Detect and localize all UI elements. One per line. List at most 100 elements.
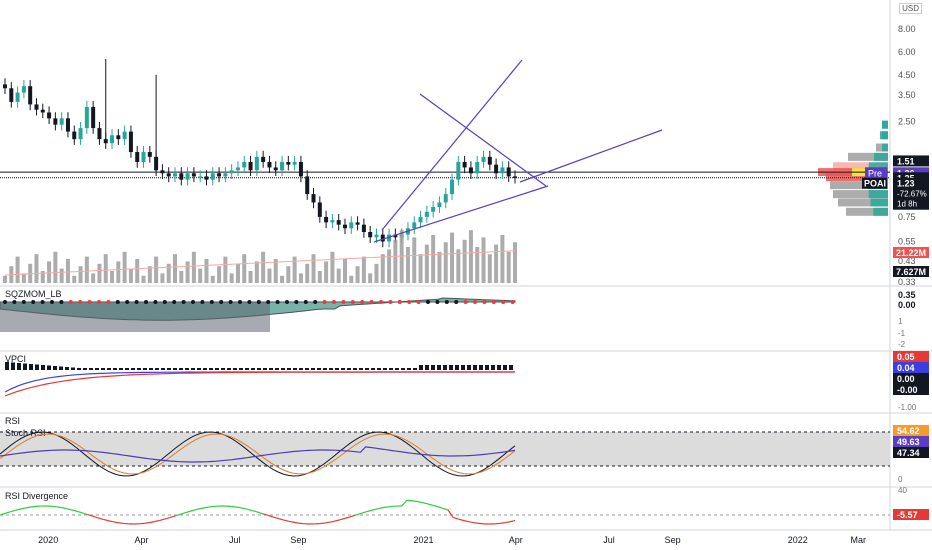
price-tick-label: 8.00	[898, 24, 916, 34]
vpci-bar	[257, 368, 261, 370]
vpci-bar	[23, 363, 27, 370]
candle-body	[40, 109, 45, 113]
volume-profile-bar-up	[873, 207, 888, 216]
volume-bar	[235, 263, 240, 283]
vpci-bar	[383, 368, 387, 370]
vpci-bar	[485, 365, 489, 370]
candle-body	[336, 220, 341, 225]
volume-bar	[78, 266, 83, 283]
vpci-bar	[353, 368, 357, 370]
trendline-upper-steep	[381, 59, 523, 231]
vpci-bar	[77, 368, 81, 370]
sqzmom-dot	[350, 300, 355, 304]
rsi-divergence-segment	[437, 506, 444, 509]
x-tick-label: 2022	[788, 535, 808, 545]
rsi-divergence-segment	[236, 506, 243, 509]
rsi-divergence-segment	[247, 508, 253, 512]
rsi-divergence-segment	[288, 520, 294, 523]
rsi-divergence-segment	[154, 519, 160, 523]
sqzmom-dot	[482, 300, 487, 304]
rsi-divergence-segment	[468, 521, 474, 524]
candle-body	[374, 234, 379, 238]
vpci-bar	[71, 367, 75, 370]
sqzmom-dot	[444, 300, 449, 304]
rsi-divergence-segment	[370, 508, 377, 512]
rsi-divergence-segment	[427, 503, 433, 506]
volume-bar	[160, 273, 165, 283]
volume-bar	[97, 263, 102, 283]
volume-bar	[179, 271, 184, 283]
candle-body	[9, 88, 14, 102]
rsi-divergence-segment	[442, 507, 449, 511]
volume-bar	[462, 239, 467, 283]
candle-body	[84, 107, 89, 129]
volume-bar	[59, 268, 64, 283]
candle-body	[437, 202, 442, 207]
candle-body	[456, 161, 461, 180]
sqzmom-dot	[275, 300, 280, 304]
sqzmom-dot	[454, 300, 459, 304]
vpci-bar	[317, 368, 321, 370]
candle-body	[273, 167, 278, 171]
sqzmom-dot	[247, 300, 252, 304]
candle-body	[204, 176, 209, 180]
volume-bar	[330, 251, 335, 283]
price-tick-label: 6.00	[898, 47, 916, 57]
vpci-bar	[107, 368, 111, 370]
vpci-bar	[503, 365, 507, 370]
vpci-bar	[227, 368, 231, 370]
sqzmom-dot	[322, 300, 327, 304]
rsi-divergence-segment	[458, 518, 464, 522]
candle-body	[324, 216, 329, 223]
currency-label: USD	[899, 3, 922, 14]
rsi-value: 47.34	[897, 448, 920, 458]
rsi-divergence-segment	[365, 509, 371, 513]
current-change-label: -72.67%	[897, 190, 927, 199]
rsi-divergence-segment	[283, 519, 289, 522]
sqzmom-dot	[285, 300, 289, 304]
rsi-divergence-tick: 40	[898, 486, 907, 495]
volume-bar	[173, 254, 177, 283]
vpci-bar	[455, 365, 459, 370]
rsi-line	[0, 446, 516, 463]
candle-body	[412, 222, 417, 229]
vpci-bar	[389, 368, 393, 370]
rsi-divergence-segment	[447, 509, 454, 518]
volume-bar	[34, 254, 39, 283]
vpci-bar	[269, 368, 273, 370]
sqzmom-dot	[50, 300, 54, 304]
volume-bar	[380, 254, 385, 283]
rsi-divergence-segment	[108, 520, 114, 523]
candle-body	[72, 131, 77, 140]
sqzmom-dot	[407, 300, 412, 304]
rsi-divergence-segment	[159, 518, 165, 522]
vpci-bar	[29, 364, 33, 370]
volume-bar	[311, 254, 316, 283]
rsi-divergence-segment	[329, 520, 335, 523]
vpci-bar	[59, 366, 63, 370]
rsi-divergence-segment	[344, 516, 351, 519]
candle-body	[242, 161, 247, 168]
sqzmom-dot	[31, 300, 36, 304]
vpci-bar	[497, 365, 501, 370]
sqzmom-dot	[144, 300, 148, 304]
candle-body	[487, 156, 492, 165]
indicator-name-vpci: VPCI	[5, 354, 26, 364]
current-price-label: 1.23	[897, 179, 915, 189]
pre-badge: Pre	[868, 168, 882, 178]
rsi-divergence-segment	[252, 509, 258, 513]
candle-body	[248, 161, 253, 171]
x-tick-label: Jul	[229, 535, 241, 545]
vpci-bar	[473, 365, 477, 370]
rsi-divergence-segment	[272, 516, 279, 520]
vpci-bar	[377, 368, 381, 370]
volume-bar	[475, 247, 480, 283]
trendline-descending	[419, 93, 547, 187]
rsi-divergence-segment	[355, 512, 361, 516]
volume-bar	[103, 254, 108, 283]
rsi-divergence-segment	[298, 522, 304, 525]
vpci-bar	[11, 362, 15, 370]
rsi-divergence-value-bg	[893, 509, 929, 520]
rsi-divergence-segment	[509, 519, 516, 523]
volume-bar	[154, 256, 159, 283]
